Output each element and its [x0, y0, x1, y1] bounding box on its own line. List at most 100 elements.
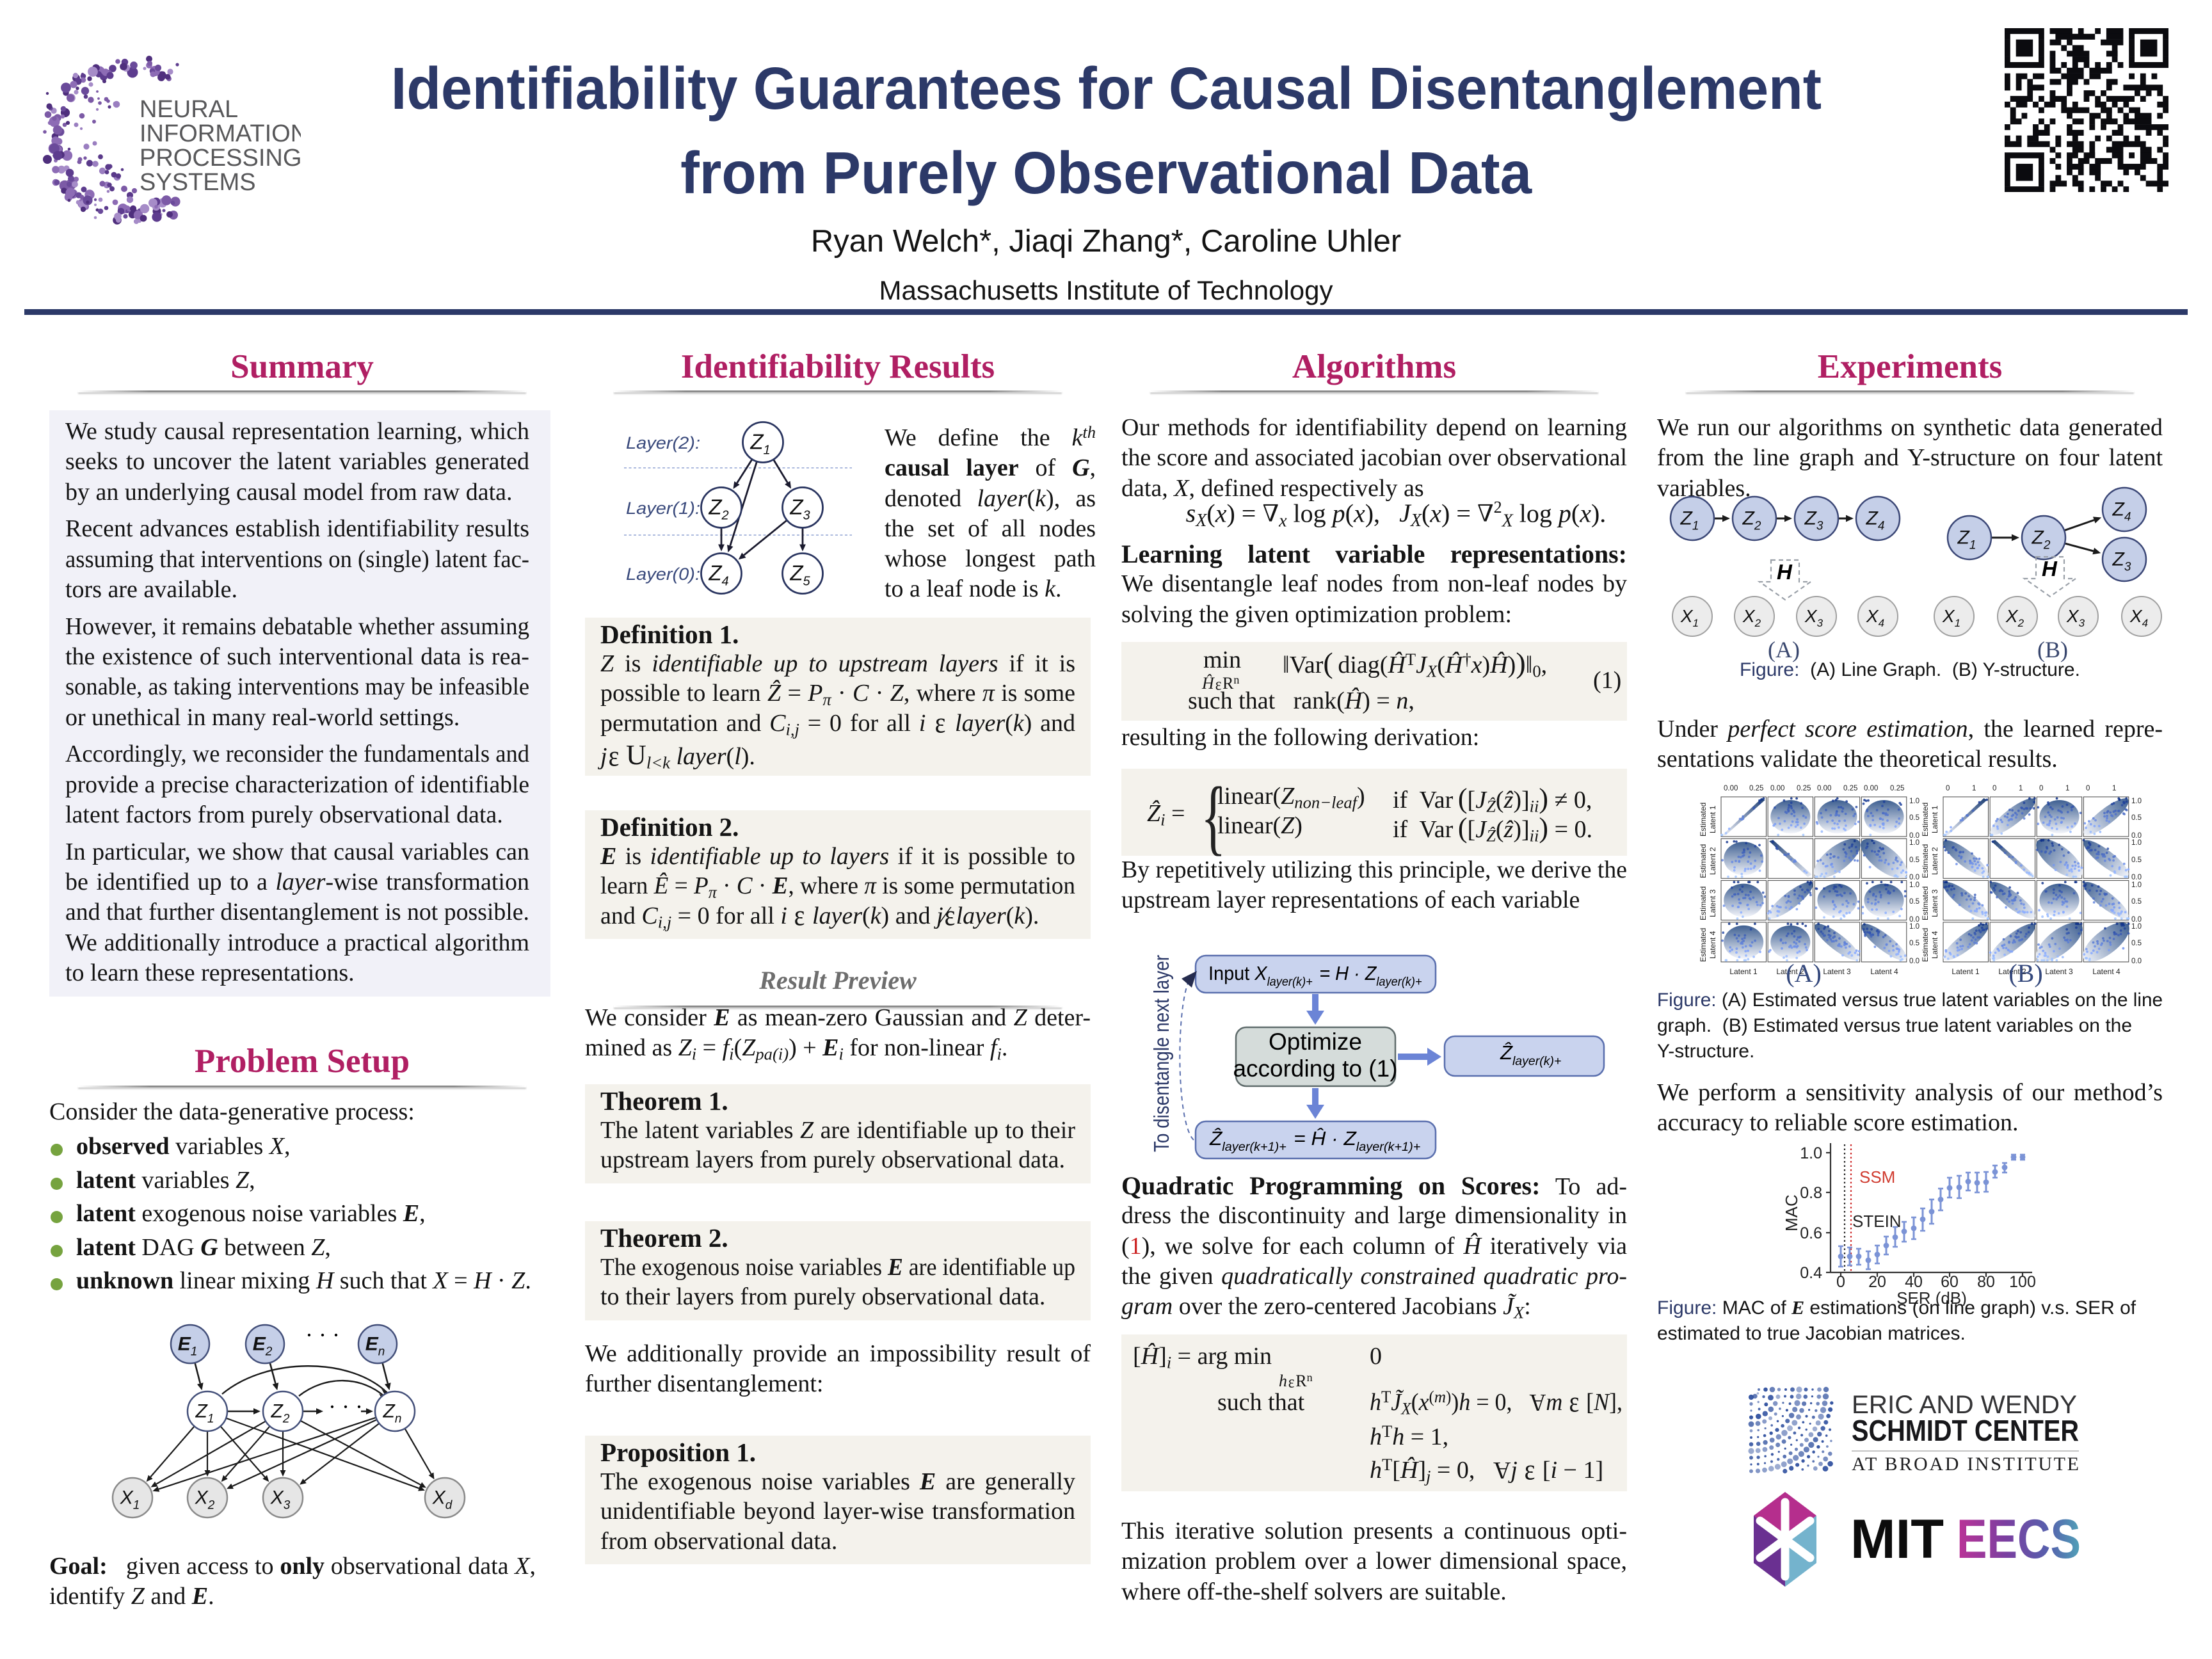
svg-text:Latent 4: Latent 4 — [1870, 967, 1898, 976]
svg-text:Estimated: Estimated — [1699, 803, 1708, 837]
svg-text:SSM: SSM — [1859, 1167, 1895, 1187]
svg-text:100: 100 — [2009, 1273, 2036, 1291]
svg-text:0.0: 0.0 — [2131, 874, 2142, 881]
svg-text:Estimated: Estimated — [1921, 886, 1930, 920]
svg-text:H: H — [2042, 557, 2058, 581]
svg-text:0: 0 — [1992, 785, 1996, 792]
svg-text:0.0: 0.0 — [1909, 958, 1919, 965]
svg-text:Latent 2: Latent 2 — [1776, 967, 1804, 976]
svg-text:0.00: 0.00 — [1864, 785, 1878, 792]
svg-text:0.0: 0.0 — [2131, 958, 2142, 965]
svg-text:1.0: 1.0 — [2131, 881, 2142, 889]
svg-text:SCHMIDT CENTER: SCHMIDT CENTER — [1852, 1414, 2079, 1447]
svg-text:Latent 4: Latent 4 — [1708, 931, 1717, 959]
svg-text:60: 60 — [1941, 1273, 1959, 1291]
svg-text:NEURAL: NEURAL — [140, 96, 238, 123]
svg-text:X4: X4 — [1866, 606, 1884, 629]
svg-text:Z2: Z2 — [2032, 527, 2051, 552]
svg-text:(A): (A) — [1768, 637, 1800, 662]
svg-text:0.8: 0.8 — [1800, 1184, 1822, 1202]
svg-text:0.00: 0.00 — [1724, 785, 1738, 792]
svg-text:1.0: 1.0 — [1909, 797, 1919, 805]
svg-text:Layer(2):: Layer(2): — [626, 433, 700, 453]
svg-text:· · ·: · · · — [328, 1394, 363, 1420]
svg-text:0.4: 0.4 — [1800, 1264, 1822, 1282]
svg-text:(B): (B) — [2037, 637, 2068, 662]
svg-text:0.25: 0.25 — [1797, 785, 1811, 792]
svg-text:1: 1 — [2065, 785, 2069, 792]
svg-text:0.5: 0.5 — [1909, 856, 1919, 864]
svg-text:0.25: 0.25 — [1890, 785, 1904, 792]
svg-text:INFORMATION: INFORMATION — [140, 120, 301, 147]
svg-text:(A): (A) — [1786, 959, 1822, 988]
svg-text:Z2: Z2 — [271, 1401, 290, 1426]
svg-text:Latent 1: Latent 1 — [1708, 805, 1717, 833]
svg-text:Latent 1: Latent 1 — [1930, 805, 1939, 833]
svg-text:0: 0 — [2039, 785, 2043, 792]
svg-text:X2: X2 — [195, 1487, 215, 1512]
svg-text:Latent 3: Latent 3 — [1930, 889, 1939, 917]
svg-text:0.5: 0.5 — [1909, 898, 1919, 906]
svg-text:EECS: EECS — [1957, 1509, 2081, 1570]
svg-text:Layer(1):: Layer(1): — [626, 499, 700, 518]
svg-text:40: 40 — [1905, 1273, 1923, 1291]
svg-text:AT BROAD INSTITUTE: AT BROAD INSTITUTE — [1852, 1454, 2079, 1475]
svg-text:0.0: 0.0 — [2131, 832, 2142, 840]
svg-text:0.6: 0.6 — [1800, 1224, 1822, 1242]
svg-text:Latent 1: Latent 1 — [1729, 967, 1758, 976]
svg-text:Latent 2: Latent 2 — [1708, 847, 1717, 875]
svg-text:Latent 3: Latent 3 — [1708, 889, 1717, 917]
svg-text:(B): (B) — [2008, 959, 2042, 988]
svg-text:1.0: 1.0 — [2131, 797, 2142, 805]
svg-text:MAC: MAC — [1782, 1194, 1801, 1231]
svg-text:0.0: 0.0 — [1909, 874, 1919, 881]
svg-text:0.00: 0.00 — [1817, 785, 1831, 792]
svg-text:Optimize: Optimize — [1269, 1029, 1362, 1055]
svg-text:1.0: 1.0 — [2131, 923, 2142, 931]
svg-text:Z3: Z3 — [789, 495, 810, 523]
svg-text:1.0: 1.0 — [1909, 923, 1919, 931]
svg-text:ERIC AND WENDY: ERIC AND WENDY — [1852, 1391, 2077, 1419]
svg-text:Ẑlayer(k+1)+ = Ĥ · Zlayer(k+1: Ẑlayer(k+1)+ = Ĥ · Zlayer(k+1)+ — [1209, 1127, 1422, 1154]
svg-text:Latent 2: Latent 2 — [1930, 847, 1939, 875]
svg-text:0.5: 0.5 — [2131, 940, 2142, 947]
svg-text:PROCESSING: PROCESSING — [140, 145, 301, 172]
svg-text:MIT: MIT — [1850, 1509, 1944, 1570]
svg-text:Estimated: Estimated — [1699, 886, 1708, 920]
svg-text:0.5: 0.5 — [1909, 940, 1919, 947]
svg-text:Latent 4: Latent 4 — [1930, 931, 1939, 959]
svg-text:Z3: Z3 — [2112, 549, 2131, 574]
svg-text:0.00: 0.00 — [1770, 785, 1784, 792]
svg-text:Ε1: Ε1 — [178, 1334, 198, 1359]
svg-text:1.0: 1.0 — [1800, 1144, 1822, 1162]
svg-text:Latent 4: Latent 4 — [2092, 967, 2120, 976]
svg-text:Latent 3: Latent 3 — [1823, 967, 1851, 976]
svg-text:Estimated: Estimated — [1921, 928, 1930, 962]
svg-text:1: 1 — [1972, 785, 1976, 792]
svg-text:Latent 3: Latent 3 — [2045, 967, 2073, 976]
svg-text:0.5: 0.5 — [2131, 814, 2142, 822]
svg-text:0: 0 — [1836, 1273, 1845, 1291]
svg-text:0.25: 0.25 — [1749, 785, 1763, 792]
svg-text:1: 1 — [2019, 785, 2023, 792]
svg-text:Εn: Εn — [365, 1334, 385, 1359]
svg-text:0.25: 0.25 — [1843, 785, 1857, 792]
svg-text:0.5: 0.5 — [1909, 814, 1919, 822]
svg-text:0.5: 0.5 — [2131, 898, 2142, 906]
svg-text:Latent 2: Latent 2 — [1998, 967, 2026, 976]
svg-text:Estimated: Estimated — [1921, 803, 1930, 837]
svg-text:STEIN: STEIN — [1852, 1212, 1902, 1231]
svg-text:Layer(0):: Layer(0): — [626, 565, 700, 584]
svg-text:Ẑlayer(k)+: Ẑlayer(k)+ — [1500, 1041, 1563, 1068]
svg-text:20: 20 — [1868, 1273, 1886, 1291]
svg-text:Latent 1: Latent 1 — [1952, 967, 1980, 976]
svg-text:1.0: 1.0 — [1909, 839, 1919, 847]
svg-text:according to (1): according to (1) — [1233, 1055, 1397, 1082]
svg-text:0.5: 0.5 — [2131, 856, 2142, 864]
svg-text:· · ·: · · · — [305, 1322, 340, 1348]
svg-text:0.0: 0.0 — [1909, 832, 1919, 840]
svg-text:Estimated: Estimated — [1921, 844, 1930, 878]
svg-text:0: 0 — [1946, 785, 1950, 792]
svg-text:Estimated: Estimated — [1699, 844, 1708, 878]
svg-text:Estimated: Estimated — [1699, 928, 1708, 962]
